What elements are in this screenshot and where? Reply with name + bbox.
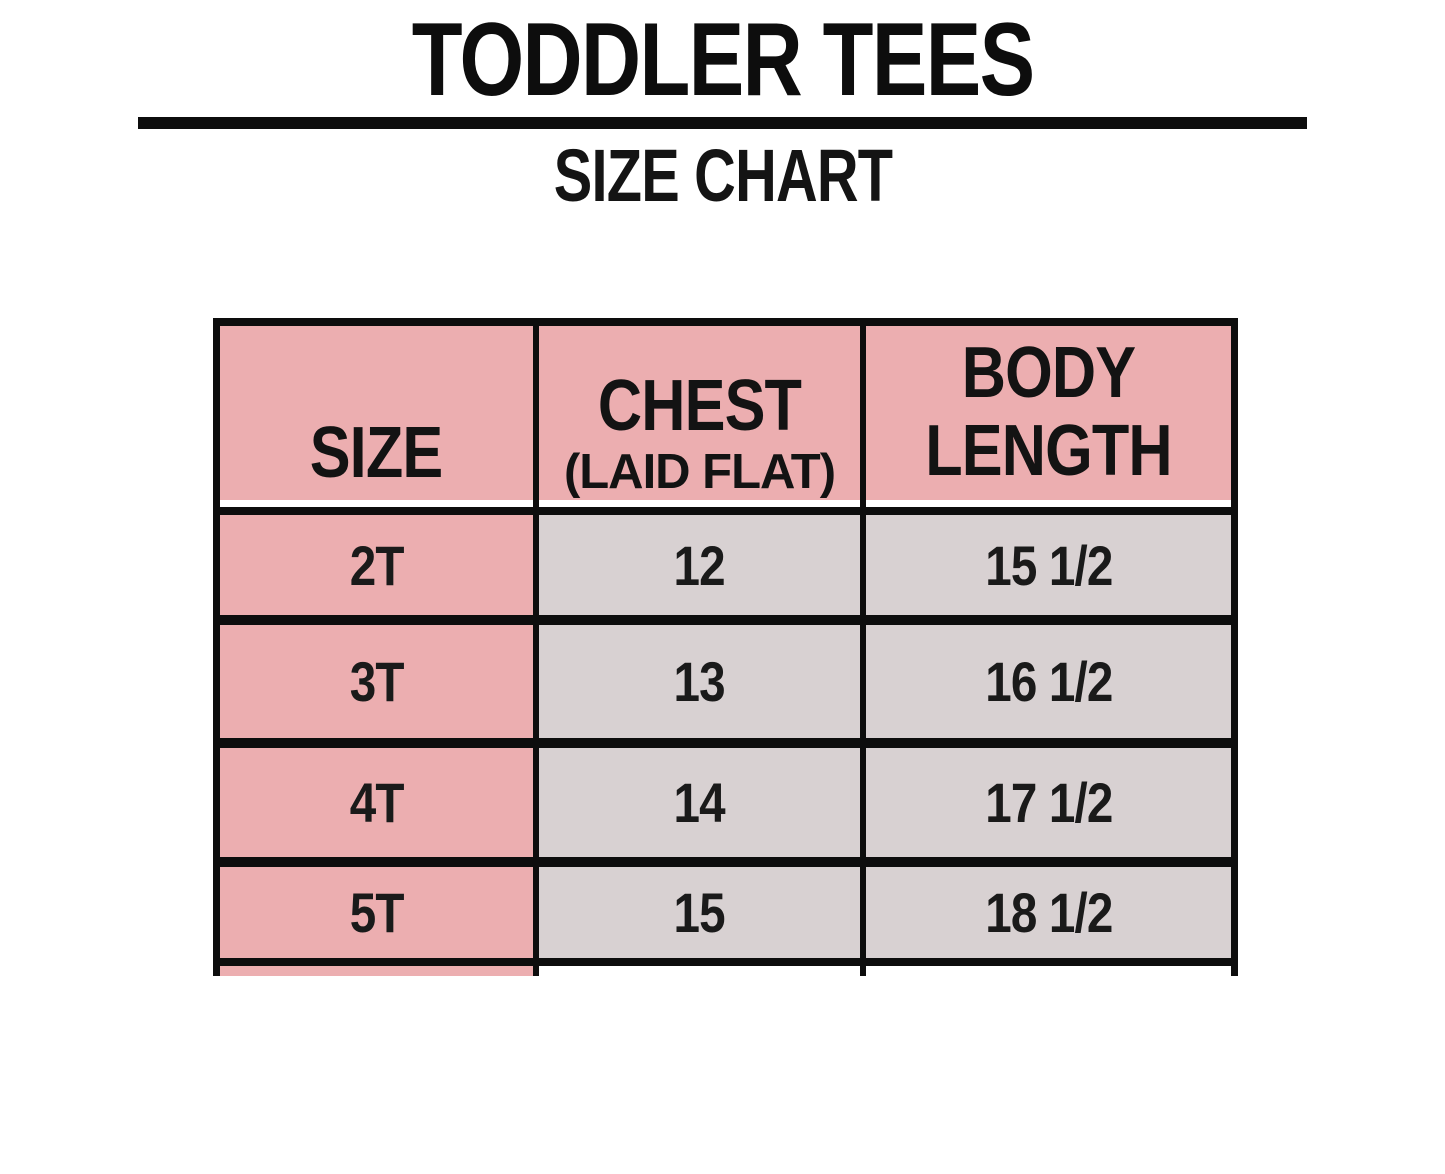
table-row: 5T 15 18 1/2 xyxy=(220,867,1231,958)
table-body: 2T 12 15 1/2 3T 13 16 1/2 4T 14 17 1/2 xyxy=(220,515,1231,958)
body-length-value: 15 1/2 xyxy=(984,533,1113,597)
table-header-row: SIZE CHEST (LAID FLAT) BODY LENGTH xyxy=(220,326,1231,500)
page-title: TODDLER TEES xyxy=(0,2,1445,118)
header-label-chest: CHEST xyxy=(597,365,802,446)
gap-cell xyxy=(866,500,1231,507)
size-value: 3T xyxy=(349,650,405,713)
cell-size: 4T xyxy=(220,748,533,857)
header-cell-size: SIZE xyxy=(220,326,533,500)
size-value: 2T xyxy=(349,533,405,597)
chest-value: 13 xyxy=(673,650,726,713)
cell-size: 2T xyxy=(220,515,533,615)
header-bottom-gap xyxy=(220,500,1231,507)
cell-body-length: 16 1/2 xyxy=(866,625,1231,738)
table-row: 2T 12 15 1/2 xyxy=(220,515,1231,615)
size-chart-table: SIZE CHEST (LAID FLAT) BODY LENGTH 2T 12… xyxy=(213,318,1238,976)
header-label-body-length: BODY LENGTH xyxy=(925,333,1172,491)
page-subtitle: SIZE CHART xyxy=(0,134,1445,217)
table-row: 3T 13 16 1/2 xyxy=(220,625,1231,738)
header-cell-chest: CHEST (LAID FLAT) xyxy=(539,326,860,500)
header-sublabel-laid-flat: (LAID FLAT) xyxy=(563,444,836,499)
gap-cell xyxy=(539,500,860,507)
chest-value: 15 xyxy=(673,881,726,944)
body-length-value: 17 1/2 xyxy=(984,771,1113,834)
cell-size: 5T xyxy=(220,867,533,958)
chest-value: 14 xyxy=(673,771,726,834)
gap-cell xyxy=(220,500,533,507)
cell-chest: 14 xyxy=(539,748,860,857)
cutoff-cell-chest xyxy=(539,966,860,976)
cutoff-row xyxy=(220,966,1231,976)
cell-chest: 15 xyxy=(539,867,860,958)
body-length-value: 18 1/2 xyxy=(984,881,1113,944)
size-value: 4T xyxy=(349,771,405,834)
header-cell-body-length: BODY LENGTH xyxy=(866,326,1231,500)
page-subtitle-text: SIZE CHART xyxy=(553,133,892,217)
body-length-value: 16 1/2 xyxy=(984,650,1113,713)
cell-body-length: 18 1/2 xyxy=(866,867,1231,958)
cell-chest: 12 xyxy=(539,515,860,615)
title-divider xyxy=(138,117,1307,129)
table-row: 4T 14 17 1/2 xyxy=(220,748,1231,857)
page-title-text: TODDLER TEES xyxy=(411,1,1035,118)
cutoff-cell-size xyxy=(220,966,533,976)
chest-value: 12 xyxy=(673,533,726,597)
cell-body-length: 15 1/2 xyxy=(866,515,1231,615)
cell-chest: 13 xyxy=(539,625,860,738)
header-label-size: SIZE xyxy=(310,413,443,493)
cell-size: 3T xyxy=(220,625,533,738)
cutoff-cell-body-length xyxy=(866,966,1231,976)
cell-body-length: 17 1/2 xyxy=(866,748,1231,857)
size-value: 5T xyxy=(349,881,405,944)
